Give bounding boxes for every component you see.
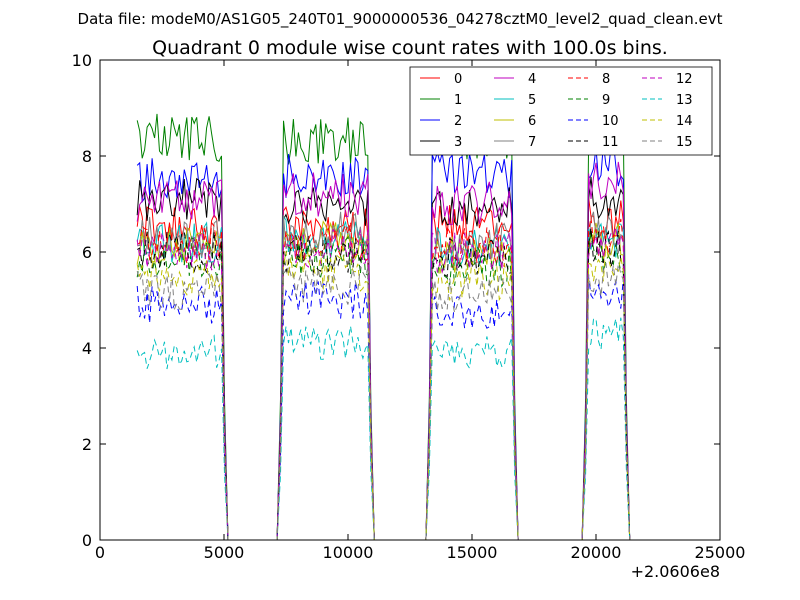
series-line-0 xyxy=(136,197,631,540)
legend-label-0: 0 xyxy=(454,72,462,87)
chart-title: Quadrant 0 module wise count rates with … xyxy=(152,37,668,59)
series-line-15 xyxy=(136,262,631,540)
x-tick-label: 10000 xyxy=(323,543,374,562)
series-line-7 xyxy=(137,211,631,540)
series-line-4 xyxy=(136,161,631,540)
series-line-14 xyxy=(136,244,631,540)
series-line-9 xyxy=(136,231,631,540)
legend-label-5: 5 xyxy=(528,93,536,108)
legend-label-10: 10 xyxy=(602,114,619,129)
series-line-8 xyxy=(136,217,631,540)
legend-label-14: 14 xyxy=(676,114,693,129)
legend-frame xyxy=(409,66,713,156)
series-line-12 xyxy=(136,226,631,540)
legend-label-7: 7 xyxy=(528,135,536,150)
y-tick-label: 10 xyxy=(72,51,92,70)
y-tick-label: 0 xyxy=(82,531,92,550)
legend-label-9: 9 xyxy=(602,93,610,108)
y-tick-label: 4 xyxy=(82,339,92,358)
legend-label-11: 11 xyxy=(602,135,619,150)
series-layer xyxy=(136,103,631,540)
legend-label-12: 12 xyxy=(676,72,693,87)
y-tick-label: 8 xyxy=(82,147,92,166)
y-tick-label: 2 xyxy=(82,435,92,454)
x-tick-label: 25000 xyxy=(695,543,746,562)
series-line-10 xyxy=(136,276,631,540)
x-tick-label: 0 xyxy=(95,543,105,562)
legend-label-6: 6 xyxy=(528,114,536,129)
legend-label-13: 13 xyxy=(676,93,693,108)
x-tick-label: 15000 xyxy=(447,543,498,562)
x-tick-label: 5000 xyxy=(204,543,245,562)
figure-suptitle: Data file: modeM0/AS1G05_240T01_90000005… xyxy=(78,10,723,29)
legend-label-8: 8 xyxy=(602,72,610,87)
legend-label-15: 15 xyxy=(676,135,693,150)
legend-label-3: 3 xyxy=(454,135,462,150)
series-line-13 xyxy=(136,317,631,540)
legend-label-2: 2 xyxy=(454,114,462,129)
x-tick-label: 20000 xyxy=(571,543,622,562)
x-offset-label: +2.0606e8 xyxy=(631,562,720,581)
y-tick-label: 6 xyxy=(82,243,92,262)
series-line-5 xyxy=(136,215,631,540)
legend-label-1: 1 xyxy=(454,93,462,108)
legend-label-4: 4 xyxy=(528,72,536,87)
plot-frame xyxy=(99,59,721,541)
x-axis: 0 5000 10000 15000 20000 25000 xyxy=(95,60,746,562)
